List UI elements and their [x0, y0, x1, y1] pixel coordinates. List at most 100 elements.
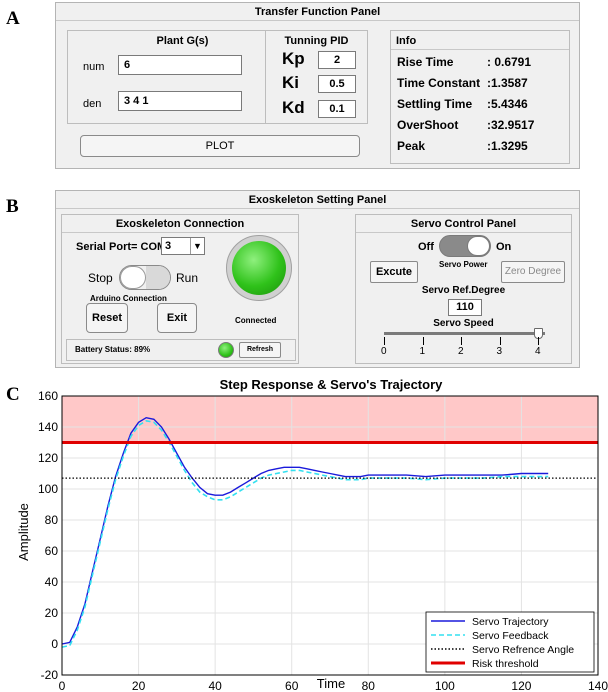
servo-speed-slider[interactable] [384, 328, 545, 339]
exoskeleton-setting-panel: Exoskeleton Setting Panel Exoskeleton Co… [55, 190, 580, 368]
legend-label: Servo Trajectory [472, 616, 549, 628]
transfer-panel-title: Transfer Function Panel [254, 6, 381, 18]
info-row-label: Settling Time [397, 97, 473, 111]
panel-letter-a: A [6, 8, 20, 29]
chart-y-axis-label: Amplitude [16, 503, 31, 561]
title-divider [56, 20, 579, 21]
exo-panel-title: Exoskeleton Setting Panel [248, 194, 387, 206]
y-tick-label: 140 [38, 420, 58, 434]
y-tick-label: 60 [45, 544, 59, 558]
toggle-knob [120, 266, 146, 289]
kd-label: Kd [282, 98, 305, 117]
y-tick-label: 160 [38, 389, 58, 403]
ki-label: Ki [282, 73, 299, 92]
chart-x-axis-label: Time [317, 676, 345, 691]
servo-control-title: Servo Control Panel [410, 218, 517, 230]
y-tick-label: -20 [41, 668, 59, 682]
serial-port-select[interactable]: 3 ▼ [161, 237, 205, 255]
excute-button[interactable]: Excute [370, 261, 418, 283]
den-label: den [83, 98, 102, 110]
chevron-down-icon: ▼ [190, 238, 204, 254]
den-input[interactable]: 3 4 1 [118, 91, 242, 111]
kp-label: Kp [282, 49, 305, 68]
info-group: Info Rise Time: 0.6791 Time Constant:1.35… [390, 30, 570, 164]
y-tick-label: 40 [45, 575, 59, 589]
run-label: Run [176, 271, 199, 285]
y-tick-label: 0 [51, 637, 58, 651]
legend-label: Servo Refrence Angle [472, 644, 574, 656]
slider-tick-label: 1 [419, 346, 426, 357]
num-label: num [83, 61, 105, 73]
servo-speed-label: Servo Speed [433, 318, 494, 329]
connection-divider [62, 232, 298, 233]
info-row-value: :1.3587 [487, 76, 528, 90]
info-row-label: Time Constant [397, 76, 481, 90]
kd-input[interactable]: 0.1 [318, 100, 356, 118]
chart-title: Step Response & Servo's Trajectory [220, 377, 444, 392]
info-title: Info [396, 35, 417, 47]
series-line-0 [61, 416, 549, 645]
kp-input[interactable]: 2 [318, 51, 356, 69]
exit-button[interactable]: Exit [157, 303, 197, 333]
num-input[interactable]: 6 [118, 55, 242, 75]
ki-input[interactable]: 0.5 [318, 75, 356, 93]
x-tick-label: 20 [132, 679, 146, 692]
connection-status-led [232, 241, 286, 295]
info-row-label: OverShoot [397, 118, 459, 132]
x-tick-label: 120 [511, 679, 531, 692]
info-row-value: :32.9517 [487, 118, 535, 132]
battery-status-label: Battery Status: 89% [75, 345, 151, 354]
legend-label: Risk threshold [472, 658, 539, 670]
panel-letter-c: C [6, 384, 20, 405]
title-divider [56, 208, 579, 209]
serial-port-value: 3 [165, 240, 172, 252]
slider-tick-label: 3 [496, 346, 503, 357]
slider-tick [538, 337, 539, 345]
servo-power-label: Servo Power [439, 260, 488, 269]
battery-status-led [218, 342, 234, 358]
serial-port-label: Serial Port= COM [76, 241, 167, 253]
run-toggle[interactable] [119, 265, 171, 290]
y-tick-label: 20 [45, 606, 59, 620]
transfer-function-panel: Transfer Function Panel Plant G(s) num 6… [55, 2, 580, 169]
arduino-connection-label: Arduino Connection [90, 294, 167, 303]
slider-tick-label: 0 [381, 346, 387, 357]
info-row-value: :5.4346 [487, 97, 528, 111]
series-line-1 [61, 419, 549, 648]
info-divider [391, 49, 569, 50]
pid-group: Tunning PID Kp 2 Ki 0.5 Kd 0.1 [265, 30, 368, 124]
legend-label: Servo Feedback [472, 630, 549, 642]
pid-title: Tunning PID [284, 35, 349, 47]
servo-control-group: Servo Control Panel Off On Excute Servo … [355, 214, 572, 364]
y-tick-label: 120 [38, 451, 58, 465]
toggle-track-fill [146, 266, 170, 289]
connection-title: Exoskeleton Connection [115, 218, 245, 230]
servo-ref-label: Servo Ref.Degree [421, 285, 506, 296]
info-row-label: Peak [397, 139, 426, 153]
x-tick-label: 100 [435, 679, 455, 692]
panel-letter-b: B [6, 196, 19, 217]
connection-led-ring [226, 235, 292, 301]
zero-degree-button[interactable]: Zero Degree [501, 261, 565, 283]
slider-tick [384, 337, 385, 345]
on-label: On [496, 241, 512, 253]
reset-button[interactable]: Reset [86, 303, 128, 333]
info-row-value: : 0.6791 [487, 55, 532, 69]
slider-tick [422, 337, 424, 345]
slider-tick [499, 337, 501, 345]
x-tick-label: 60 [285, 679, 299, 692]
slider-tick [461, 337, 462, 345]
battery-status-bar: Battery Status: 89% Refresh [66, 339, 296, 361]
plant-group: Plant G(s) num 6 den 3 4 1 [67, 30, 298, 124]
plot-button[interactable]: PLOT [80, 135, 360, 157]
x-tick-label: 0 [59, 679, 66, 692]
off-label: Off [418, 241, 434, 253]
servo-ref-input[interactable]: 110 [448, 299, 482, 316]
step-response-chart: Step Response & Servo's Trajectory Time … [16, 377, 608, 692]
x-tick-label: 140 [588, 679, 608, 692]
servo-power-toggle[interactable] [439, 235, 491, 257]
refresh-button[interactable]: Refresh [239, 342, 281, 358]
stop-label: Stop [88, 271, 113, 285]
y-tick-label: 100 [38, 482, 58, 496]
info-row-value: :1.3295 [487, 139, 528, 153]
